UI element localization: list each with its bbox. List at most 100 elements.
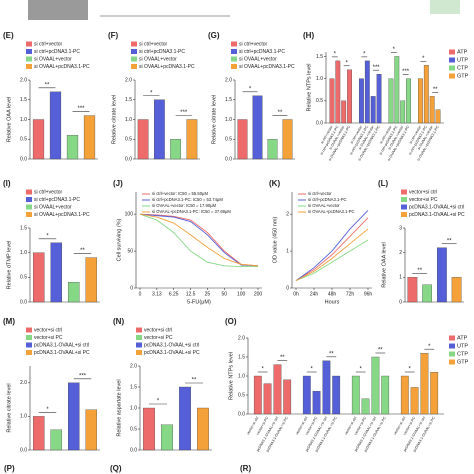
legend-swatch [131,64,137,69]
y-tick-label: 2 [399,250,402,256]
legend-label: si OVAAL+vector [308,203,340,208]
significance-label: * [363,51,366,57]
legend-label: si ctrl+vector [308,191,332,196]
significance-label: ** [192,378,197,384]
legend-label: pcDNA3.1-OVAAL+si PC [34,350,90,356]
bar [407,277,418,303]
legend-swatch [26,327,32,333]
panel-label: (K) [269,179,280,188]
x-tick-label: 12.5 [186,291,196,297]
legend-swatch [449,335,455,341]
y-tick-label: 1.0 [316,76,323,82]
x-axis-label: Hours [325,299,340,305]
legend-swatch [131,56,137,62]
significance-label: *** [180,110,188,116]
bar [302,375,311,415]
significance-label: * [334,51,337,57]
bar [394,56,400,124]
legend-label: si ctrl+vector: IC50 = 55.50μM [152,191,208,196]
bar [32,119,45,160]
y-tick-label: 2 [286,211,289,217]
significance-label: *** [402,69,410,75]
legend-label: si OVAAL+pcDNA3.1-PC [34,212,90,218]
significance-label: ** [280,355,285,361]
legend-swatch [26,204,32,210]
legend-swatch [26,41,32,47]
bar [329,78,335,124]
significance-label: ** [278,110,283,116]
bar [451,277,462,303]
y-tick-label: 0.5 [130,426,137,432]
legend-swatch [26,342,32,348]
bar [381,375,390,415]
y-tick-label: 1 [399,275,402,281]
series-line [295,228,369,282]
y-tick-label: 1.0 [20,117,27,123]
significance-label: ** [433,87,438,93]
x-tick-label: 48h [328,291,337,297]
significance-label: ** [447,238,452,244]
legend-label: vector+si PC [144,335,173,341]
y-tick-label: 0.0 [225,156,232,162]
significance-label: * [262,367,265,373]
significance-label: *** [373,65,381,71]
legend-label: vector+si ctrl [144,327,172,333]
significance-label: * [428,344,431,350]
legend-label: GTP [457,359,469,365]
legend-label: si ctrl+vector [34,41,63,47]
panel-label: (F) [108,31,119,40]
y-tick-label: 2.0 [125,77,132,83]
legend-label: vector+si PC [409,197,438,203]
significance-label: * [46,233,49,239]
y-axis-label: Relative citrate level [111,95,117,144]
y-axis-label: Relative citrate level [211,95,217,144]
y-axis-label: OD value (450 nm) [272,217,278,264]
y-axis-label: Relative aspartate level [116,379,122,436]
legend-label: si OVAAL+pcDNA3.1-PC: IC50 = 37.69μM [152,209,231,214]
bar [68,282,80,303]
legend-label: pcDNA3.1-OVAAL+si ctrl [34,342,89,348]
y-tick-label: 0.5 [20,275,27,281]
bar [361,398,370,415]
legend-swatch [136,335,142,340]
y-axis-label: Relative NTPs level [306,64,312,112]
y-tick-label: 1.0 [238,373,245,379]
legend-swatch [449,65,455,71]
y-tick-label: 0.5 [125,137,132,143]
legend-swatch [401,189,407,195]
bar [388,78,394,124]
legend-label: si ctrl+vector [239,41,268,47]
panel-label: (G) [208,31,220,40]
panel-label: (L) [378,179,389,188]
bar [85,257,98,303]
panel-label: (O) [225,317,237,326]
legend-label: vector+si PC [34,335,63,341]
x-tick-label: 72h [346,291,355,297]
y-axis-label: Relative NTPs level [228,352,234,400]
significance-label: * [345,60,348,66]
y-axis-label: Relative OAA level [6,97,12,143]
bar [33,252,45,303]
legend-swatch [401,197,407,202]
panel-label: (P) [4,464,15,473]
legend-label: si ctrl+pcDNA3.1-PC: IC50 = 53.74μM [152,197,223,202]
series-line [295,239,369,282]
bar [137,119,149,160]
bar [400,100,406,124]
y-tick-label: 1.5 [225,97,232,103]
y-tick-label: 0.5 [225,137,232,143]
legend-label: ATP [457,49,468,55]
y-axis-label: Cell surviving (%) [116,218,122,261]
y-tick-label: 0 [130,285,133,291]
series-line [139,213,258,268]
legend-label: si ctrl+vector [139,41,168,47]
bar [364,60,370,124]
y-tick-label: 50 [127,248,133,254]
significance-label: * [409,367,412,373]
legend-swatch [26,189,32,195]
significance-label: ** [417,268,422,274]
significance-label: * [360,367,363,373]
legend-swatch [26,56,32,62]
legend-swatch [131,41,137,47]
bar [49,91,62,160]
